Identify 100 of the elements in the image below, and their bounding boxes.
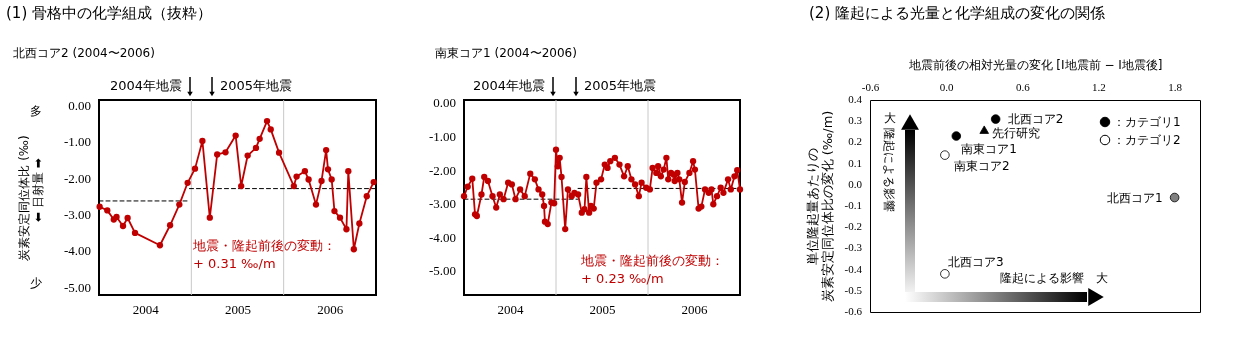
point: [238, 182, 245, 190]
point: [96, 203, 103, 210]
point: [104, 207, 111, 214]
annotation: 地震・隆起前後の変動：: [580, 253, 724, 268]
point: [312, 201, 320, 208]
x-tick-label: 2006: [681, 301, 708, 317]
y-tick-label: -1.00: [63, 134, 91, 150]
chart-subtitle: 北西コア2 (2004〜2006): [13, 46, 155, 60]
y-tick-label: -3.00: [63, 207, 91, 223]
text: ⬅ 日射量 ➡: [31, 158, 45, 222]
y-tick-label: 0.4: [848, 93, 863, 105]
chart-title: (1) 骨格中の化学組成（抜粋）: [6, 4, 213, 22]
point: [940, 150, 950, 160]
point: [1169, 192, 1180, 203]
y-tick-label: -0.5: [844, 283, 863, 296]
y-axis-title: 単位隆起量あたりの炭素安定同位体比の変化 (‰/m): [804, 110, 835, 303]
y-tick-label: 0.00: [433, 95, 456, 111]
text: 多: [30, 104, 42, 118]
y-tick-label: -0.1: [844, 199, 862, 211]
legend-label: ：カテゴリ1: [1113, 115, 1181, 129]
point: [156, 242, 164, 249]
x-tick-label: 0.0: [939, 80, 955, 93]
legend-label: ：カテゴリ2: [1113, 133, 1181, 147]
point: [290, 182, 297, 190]
point: [191, 165, 199, 172]
x-tick-label: 1.8: [1168, 80, 1183, 93]
x-tick-label: 0.6: [1015, 80, 1031, 93]
chart-title: (2) 隆起による光量と化学組成の変化の関係: [809, 4, 1106, 22]
annotation: 大: [884, 111, 896, 125]
annotation: + 0.31 ‰/m: [193, 256, 276, 271]
x-tick-label: 2004: [497, 301, 524, 317]
x-tick-label: 2005: [589, 301, 616, 317]
point: [131, 229, 139, 237]
y-tick-label: 0.0: [848, 177, 863, 190]
point: [252, 144, 260, 152]
point: [324, 166, 332, 173]
y-tick-label: -0.4: [844, 262, 863, 275]
y-tick-label: 0.2: [848, 135, 862, 148]
text: 2005年地震: [584, 78, 657, 93]
point: [124, 214, 131, 222]
point: [293, 173, 300, 180]
point: [370, 178, 377, 186]
point: [951, 131, 962, 141]
point: [275, 149, 283, 156]
y-tick-label: -3.00: [428, 196, 456, 212]
point: [350, 246, 357, 253]
point: [301, 168, 309, 175]
text: 2004年地震: [109, 78, 182, 93]
point: [322, 146, 330, 154]
point: [256, 135, 263, 143]
point: [979, 125, 989, 134]
annotation: 地震・隆起前後の変動：: [192, 238, 336, 253]
annotation: + 0.23 ‰/m: [581, 271, 664, 286]
y-tick-label: -5.00: [428, 263, 456, 279]
y-tick-label: 0.3: [848, 114, 863, 127]
x-tick-label: 2004: [132, 301, 160, 317]
y-tick-label: -1.00: [428, 128, 456, 144]
text: 2004年地震: [472, 78, 545, 93]
annotation: 北西コア1: [1106, 190, 1163, 205]
point: [176, 201, 183, 208]
x-tick-label: 2005: [225, 301, 251, 317]
point: [331, 207, 338, 215]
annotation: 南東コア2: [953, 159, 1010, 174]
point: [214, 151, 221, 158]
point: [318, 177, 325, 185]
annotation: 隆起による影響: [882, 128, 896, 212]
y-tick-label: 0.1: [848, 156, 862, 169]
annotation: 北西コア2: [1007, 112, 1064, 127]
x-tick-label: -0.6: [861, 80, 880, 93]
x-tick-label: 2006: [317, 301, 344, 317]
annotation: 隆起による影響 大: [1000, 271, 1108, 285]
point: [328, 176, 335, 183]
y-tick-label: -0.3: [844, 241, 863, 254]
chart-subtitle: 南東コア1 (2004〜2006): [435, 46, 577, 60]
text: 2005年地震: [220, 78, 293, 93]
point: [232, 132, 239, 139]
y-tick-label: 0.00: [68, 98, 91, 114]
point: [305, 176, 312, 183]
point: [222, 149, 229, 156]
x-tick-label: 1.2: [1092, 80, 1106, 93]
point: [206, 214, 213, 221]
point: [940, 269, 950, 279]
annotation: 先行研究: [992, 125, 1041, 140]
y-tick-label: -2.00: [428, 162, 456, 178]
annotation: 南東コア1: [961, 142, 1017, 157]
point: [267, 126, 274, 133]
point: [356, 220, 363, 227]
y-axis-title: 炭素安定同位体比 (‰): [16, 135, 31, 261]
point: [363, 193, 370, 200]
point: [184, 179, 191, 186]
x-axis-title: 地震前後の相対光量の変化 [I地震前 − I地震後]: [907, 57, 1163, 72]
point: [990, 114, 1001, 124]
y-tick-label: -0.2: [844, 220, 862, 233]
point: [345, 168, 352, 175]
y-tick-label: -4.00: [63, 243, 91, 259]
point: [336, 214, 344, 221]
y-tick-label: -5.00: [63, 279, 91, 295]
point: [199, 137, 206, 145]
annotation: 北西コア3: [947, 254, 1004, 269]
point: [119, 222, 127, 230]
